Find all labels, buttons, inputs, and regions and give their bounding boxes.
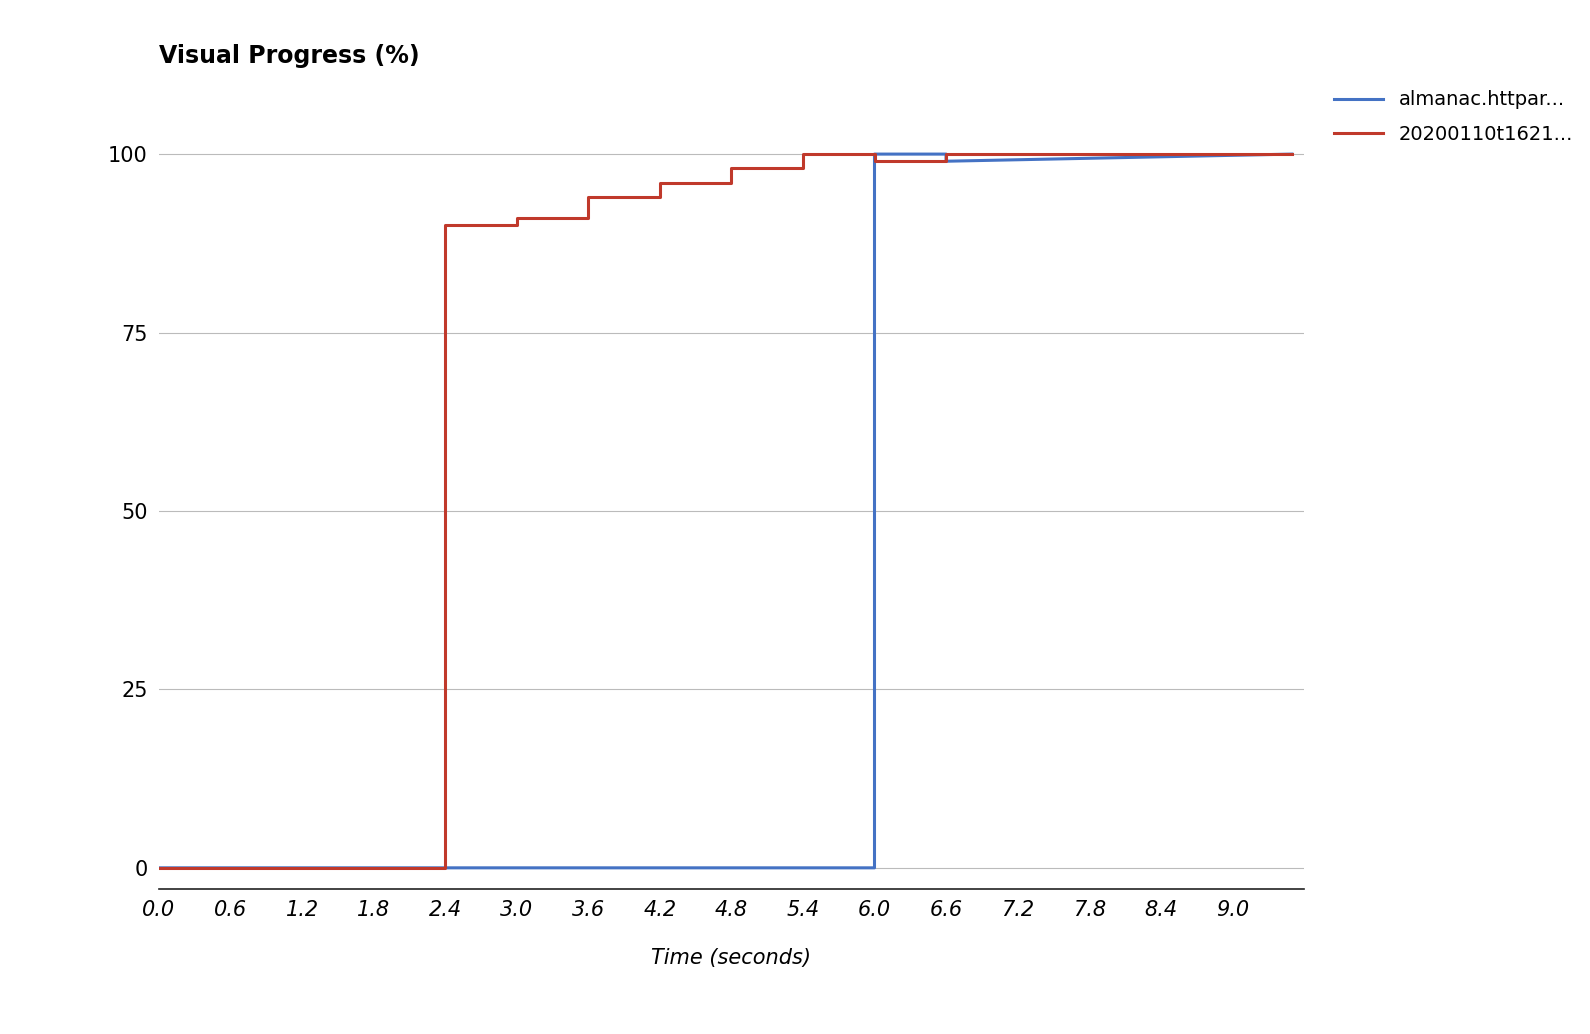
almanac.httpar... xyxy=(937,148,956,160)
20200110t1621... xyxy=(650,177,669,189)
20200110t1621... xyxy=(1282,148,1301,160)
almanac.httpar... xyxy=(865,148,884,160)
20200110t1621... xyxy=(865,148,884,160)
20200110t1621... xyxy=(793,162,812,175)
20200110t1621... xyxy=(937,155,956,168)
20200110t1621... xyxy=(507,219,526,232)
Line: almanac.httpar...: almanac.httpar... xyxy=(159,154,1291,868)
almanac.httpar... xyxy=(149,861,169,874)
Legend: almanac.httpar..., 20200110t1621...: almanac.httpar..., 20200110t1621... xyxy=(1326,83,1580,152)
20200110t1621... xyxy=(579,212,598,224)
20200110t1621... xyxy=(436,861,455,874)
20200110t1621... xyxy=(579,190,598,203)
X-axis label: Time (seconds): Time (seconds) xyxy=(652,948,811,968)
20200110t1621... xyxy=(507,212,526,224)
20200110t1621... xyxy=(722,177,741,189)
20200110t1621... xyxy=(865,155,884,168)
almanac.httpar... xyxy=(865,861,884,874)
Line: 20200110t1621...: 20200110t1621... xyxy=(159,154,1291,868)
almanac.httpar... xyxy=(937,155,956,168)
almanac.httpar... xyxy=(1282,148,1301,160)
20200110t1621... xyxy=(793,148,812,160)
20200110t1621... xyxy=(650,190,669,203)
20200110t1621... xyxy=(149,861,169,874)
20200110t1621... xyxy=(722,162,741,175)
20200110t1621... xyxy=(937,148,956,160)
Text: Visual Progress (%): Visual Progress (%) xyxy=(159,44,420,68)
20200110t1621... xyxy=(436,219,455,232)
